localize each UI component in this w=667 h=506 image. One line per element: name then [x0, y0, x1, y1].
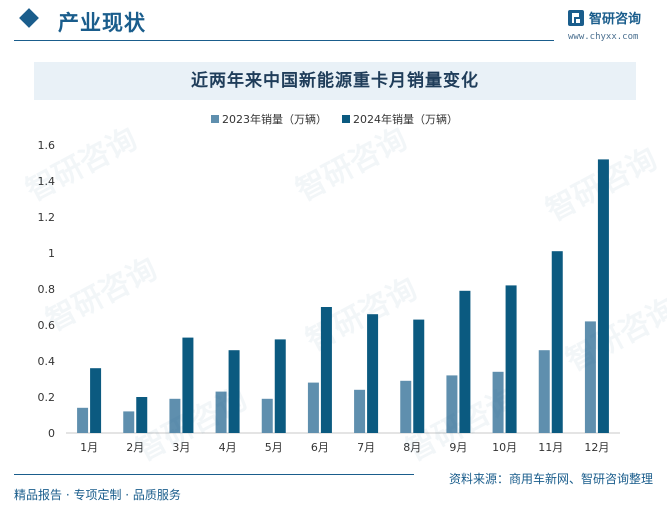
legend-swatch-2024 [342, 115, 350, 123]
bar-2023 [169, 398, 181, 433]
bar-2024 [182, 337, 194, 433]
bar-2023 [354, 389, 366, 433]
y-tick-label: 1.2 [38, 211, 56, 224]
x-tick-label: 3月 [172, 441, 190, 454]
bar-2023 [400, 380, 412, 433]
footer-tagline: 精品报告 · 专项定制 · 品质服务 [14, 488, 181, 502]
bar-2023 [215, 391, 227, 433]
y-tick-label: 0.2 [38, 391, 56, 404]
x-tick-label: 1月 [80, 441, 98, 454]
x-tick-label: 8月 [403, 441, 421, 454]
chart-legend: 2023年销量（万辆） 2024年销量（万辆） [0, 112, 667, 128]
bar-2024 [459, 290, 471, 433]
bar-2024 [551, 251, 563, 433]
bar-2023 [538, 350, 550, 433]
y-tick-label: 1.4 [38, 175, 56, 188]
chart-title: 近两年来中国新能源重卡月销量变化 [191, 71, 479, 91]
x-tick-label: 10月 [492, 441, 517, 454]
y-tick-label: 1.6 [38, 139, 56, 152]
bar-2024 [228, 350, 240, 433]
chart-title-bar: 近两年来中国新能源重卡月销量变化 [34, 62, 636, 100]
bar-2023 [77, 407, 89, 433]
x-tick-label: 4月 [219, 441, 237, 454]
brand-name: 智研咨询 [589, 12, 642, 27]
x-tick-label: 5月 [265, 441, 283, 454]
bar-2023 [123, 411, 135, 433]
x-tick-label: 7月 [357, 441, 375, 454]
brand-url: www.chyxx.com [568, 32, 639, 42]
x-tick-label: 6月 [311, 441, 329, 454]
bar-2024 [136, 397, 148, 433]
bar-2023 [584, 321, 596, 433]
section-title: 产业现状 [58, 11, 146, 35]
bar-2024 [320, 307, 332, 433]
y-tick-label: 0.6 [38, 319, 56, 332]
bar-2024 [274, 339, 286, 433]
x-tick-label: 11月 [538, 441, 563, 454]
bar-2024 [505, 285, 517, 433]
page-header: 产业现状 智研咨询 www.chyxx.com [0, 0, 667, 46]
legend-item-2024: 2024年销量（万辆） [342, 112, 458, 128]
bar-2023 [261, 398, 273, 433]
bar-2023 [307, 382, 319, 433]
bar-2023 [492, 371, 504, 433]
y-tick-label: 0 [48, 427, 55, 440]
legend-label-2023: 2023年销量（万辆） [222, 113, 327, 126]
source-note: 资料来源：商用车新网、智研咨询整理 [448, 472, 653, 486]
y-tick-label: 0.4 [38, 355, 56, 368]
x-tick-label: 2月 [126, 441, 144, 454]
footer-divider [14, 474, 414, 475]
page-footer: 精品报告 · 专项定制 · 品质服务 资料来源：商用车新网、智研咨询整理 [0, 472, 667, 506]
bar-2023 [446, 375, 458, 433]
y-tick-label: 1 [48, 247, 55, 260]
legend-label-2024: 2024年销量（万辆） [353, 113, 458, 126]
legend-item-2023: 2023年销量（万辆） [211, 112, 327, 128]
y-tick-label: 0.8 [38, 283, 56, 296]
bar-2024 [367, 314, 379, 433]
brand-logo-icon [568, 10, 584, 26]
bar-2024 [90, 368, 102, 433]
bar-2024 [597, 159, 609, 433]
bar-2024 [413, 319, 425, 433]
x-tick-label: 9月 [449, 441, 467, 454]
x-tick-label: 12月 [584, 441, 609, 454]
legend-swatch-2023 [211, 115, 219, 123]
header-divider [14, 40, 554, 41]
